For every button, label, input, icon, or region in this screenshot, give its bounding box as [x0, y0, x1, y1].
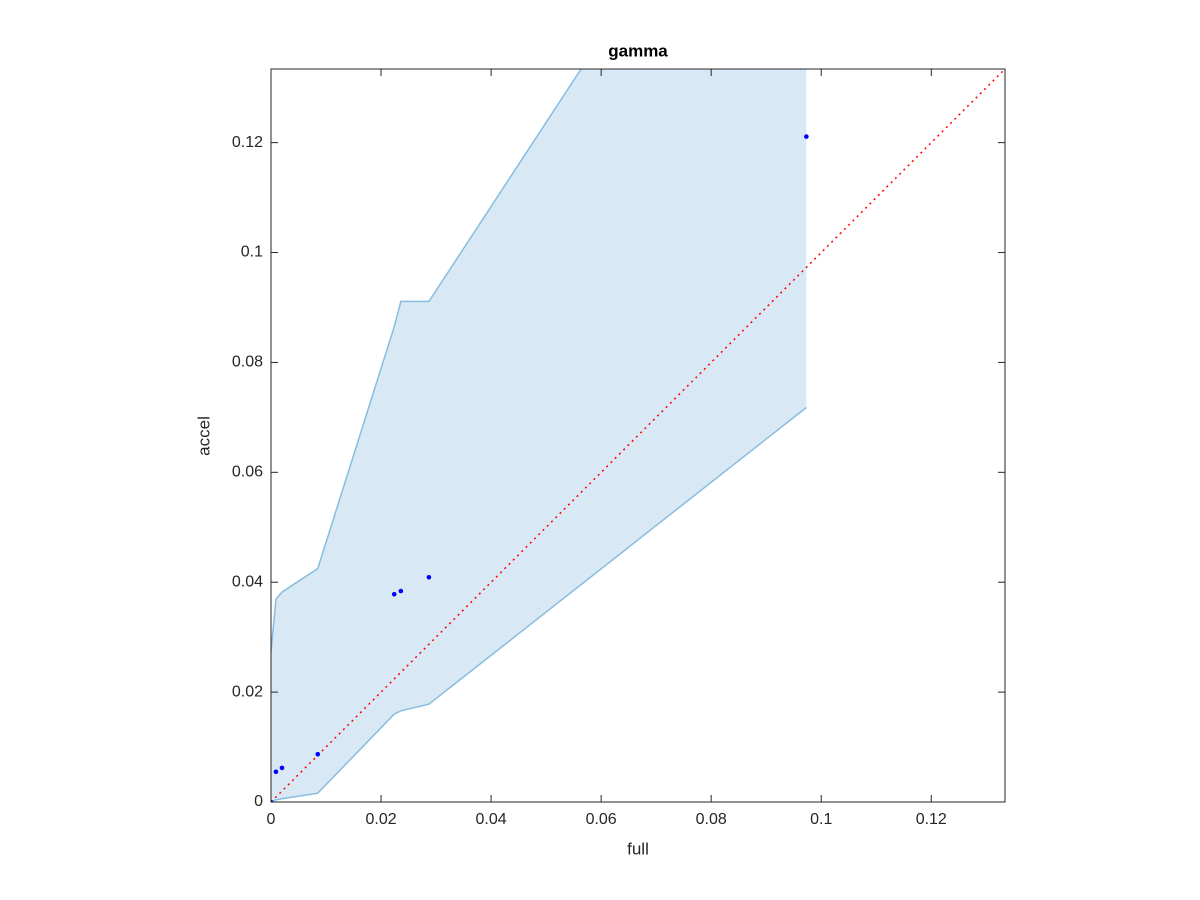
- x-tick-label: 0.12: [916, 811, 947, 828]
- y-tick-label: 0.12: [232, 134, 263, 151]
- point: [315, 751, 321, 757]
- band-edge: [271, 406, 807, 802]
- y-tick-label: 0.02: [232, 683, 263, 700]
- point: [426, 574, 432, 580]
- point: [398, 588, 404, 594]
- x-tick-label: 0.1: [810, 811, 832, 828]
- y-tick-label: 0.08: [232, 354, 263, 371]
- point: [271, 799, 274, 802]
- reference-line: [271, 69, 1005, 802]
- y-tick-label: 0.06: [232, 464, 263, 481]
- x-axis-label: full: [627, 839, 649, 858]
- point: [391, 591, 397, 597]
- chart-title: gamma: [608, 41, 668, 60]
- plot-area: [271, 69, 1005, 802]
- x-tick-label: 0.08: [696, 811, 727, 828]
- y-axis-label: accel: [194, 416, 213, 456]
- confidence-band: [271, 69, 807, 802]
- x-tick-label: 0.04: [476, 811, 507, 828]
- x-tick-label: 0.06: [586, 811, 617, 828]
- point: [804, 134, 809, 139]
- band-edge: [271, 69, 583, 653]
- axes-box: [270, 68, 1006, 803]
- point: [279, 765, 285, 771]
- point: [273, 769, 279, 775]
- x-tick-label: 0: [267, 811, 276, 828]
- x-tick-label: 0.02: [365, 811, 396, 828]
- y-tick-label: 0: [254, 793, 263, 810]
- axes: 0 0.02 0.04 0.06 0.08 0.1 0.12 0 0.02 0.04 0.06 0.0…: [232, 68, 1006, 828]
- y-tick-label: 0.04: [232, 573, 263, 590]
- y-tick-label: 0.1: [241, 244, 263, 261]
